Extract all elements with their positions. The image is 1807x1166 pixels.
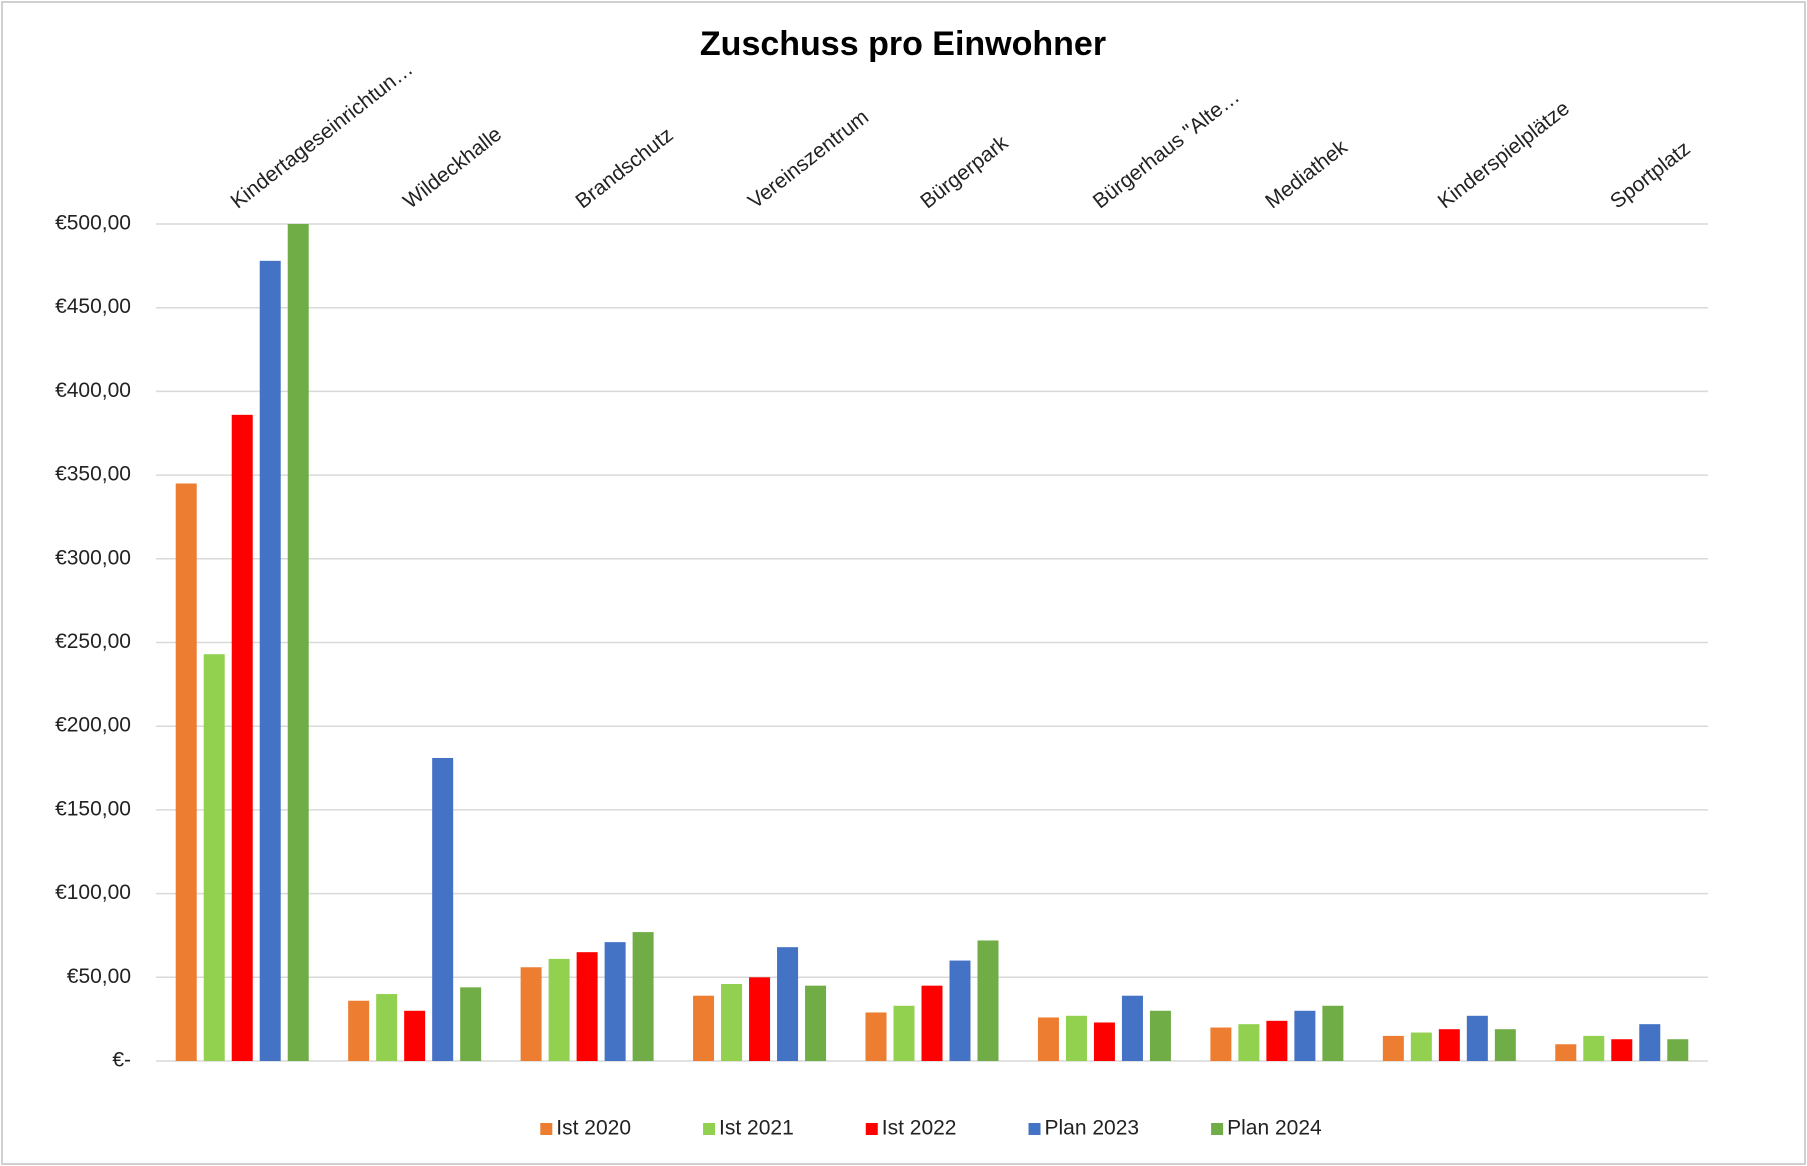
y-tick-label: €50,00 [67, 965, 131, 988]
bar [1294, 1010, 1316, 1061]
bar [777, 947, 799, 1061]
bar [1611, 1039, 1633, 1061]
bar [632, 932, 654, 1061]
bar [1583, 1035, 1605, 1061]
bar [1149, 1010, 1171, 1061]
y-tick-label: €350,00 [55, 463, 131, 486]
bar [203, 654, 225, 1061]
chart-title: Zuschuss pro Einwohner [700, 25, 1106, 63]
legend-swatch [703, 1123, 716, 1135]
legend-label: Plan 2023 [1045, 1117, 1140, 1140]
legend-swatch [540, 1123, 553, 1135]
bar [865, 1012, 887, 1061]
bar [259, 260, 281, 1061]
bar [1555, 1044, 1577, 1061]
y-tick-label: €250,00 [55, 630, 131, 653]
legend-swatch [1211, 1123, 1224, 1135]
bar [693, 995, 715, 1061]
bar [1093, 1022, 1115, 1061]
legend-label: Plan 2024 [1227, 1117, 1322, 1140]
y-tick-label: €200,00 [55, 714, 131, 737]
bar [1065, 1015, 1087, 1061]
bar [949, 960, 971, 1061]
legend-swatch [1028, 1123, 1041, 1135]
bar [287, 224, 309, 1061]
bar [432, 758, 454, 1061]
bar [548, 958, 570, 1061]
bar [1438, 1029, 1460, 1061]
bar [460, 987, 482, 1061]
legend-swatch [865, 1123, 878, 1135]
bar [893, 1005, 915, 1061]
y-tick-label: €150,00 [55, 797, 131, 820]
legend-label: Ist 2021 [719, 1117, 794, 1140]
bar [1667, 1039, 1689, 1061]
y-tick-label: €100,00 [55, 881, 131, 904]
legend-label: Ist 2022 [882, 1117, 957, 1140]
bar [175, 483, 197, 1062]
bar [604, 942, 626, 1061]
y-tick-label: €400,00 [55, 379, 131, 402]
legend-label: Ist 2020 [556, 1117, 631, 1140]
bar [1266, 1020, 1288, 1061]
bar [721, 983, 743, 1061]
bar [404, 1010, 426, 1061]
bar [1410, 1032, 1432, 1061]
bar [1037, 1017, 1059, 1061]
y-tick-label: €300,00 [55, 546, 131, 569]
bar [1466, 1015, 1488, 1061]
bar [805, 985, 827, 1061]
bar [977, 940, 999, 1061]
bar [520, 967, 542, 1061]
bar [1121, 995, 1143, 1061]
y-tick-label: €500,00 [55, 212, 131, 235]
bar [1382, 1035, 1404, 1061]
bar [921, 985, 943, 1061]
bar [1322, 1005, 1344, 1061]
bar [376, 994, 398, 1061]
bar [1238, 1024, 1260, 1061]
bar [231, 414, 253, 1061]
y-tick-label: €- [112, 1049, 131, 1072]
bar [576, 952, 598, 1061]
bar [1494, 1029, 1516, 1061]
y-tick-label: €450,00 [55, 295, 131, 318]
bar [348, 1000, 370, 1061]
bar [1210, 1027, 1232, 1061]
bar [1639, 1024, 1661, 1061]
bar [749, 977, 771, 1061]
